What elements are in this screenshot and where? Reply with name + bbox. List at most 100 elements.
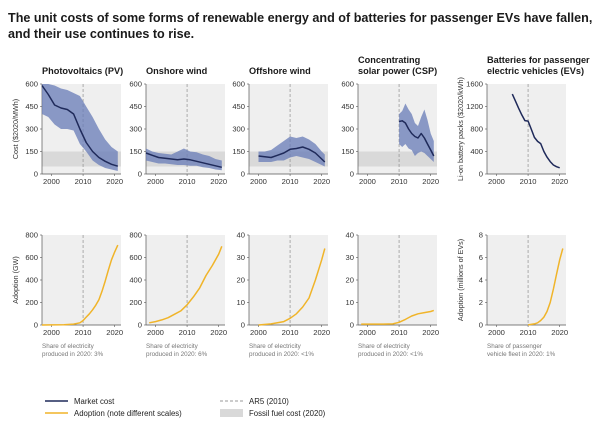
x-tick-label: 2020 (551, 328, 568, 337)
share-note: produced in 2020: <1% (358, 351, 423, 358)
x-tick-label: 2020 (551, 177, 568, 186)
y-tick-label: 450 (232, 102, 245, 111)
cost-uncertainty-band (399, 103, 434, 162)
panel-bg (146, 235, 225, 325)
y-tick-label: 600 (129, 80, 142, 89)
y-tick-label: 400 (25, 276, 38, 285)
panel-csp-adoption: 0 10 20 30 40 2000 2010 2020 Share of electricit… (346, 231, 440, 358)
y-tick-label: 40 (346, 231, 354, 240)
panel-title: solar power (CSP) (358, 66, 437, 76)
x-tick-label: 2010 (391, 177, 408, 186)
adoption-line (258, 248, 326, 326)
legend: Market cost Adoption (note different sca… (45, 397, 326, 418)
y-tick-label: 0 (350, 170, 354, 179)
legend-ar5-label: AR5 (2010) (249, 397, 289, 406)
y-tick-label: 150 (341, 147, 354, 156)
y-tick-label: 0 (241, 170, 245, 179)
x-tick-label: 2020 (106, 177, 123, 186)
panel-pv-cost: 0 150 300 450 600 2000 2010 2020 Photovoltaics (… (11, 66, 123, 186)
y-tick-label: 0 (350, 321, 354, 330)
market-cost-line (145, 152, 222, 169)
x-tick-label: 2000 (250, 328, 267, 337)
y-tick-label: 0 (138, 170, 142, 179)
share-note: Share of electricity (42, 343, 95, 350)
market-cost-line (398, 120, 435, 157)
share-note: produced in 2020: 3% (42, 351, 104, 358)
x-tick-label: 2010 (179, 177, 196, 186)
y-tick-label: 150 (232, 147, 245, 156)
y-tick-label: 600 (129, 253, 142, 262)
panel-offshore-adoption: 0 10 20 30 40 2000 2010 2020 Share of electricit… (237, 231, 331, 358)
panel-bg (358, 235, 437, 325)
y-tick-label: 600 (25, 80, 38, 89)
y-tick-label: 10 (237, 298, 245, 307)
x-tick-label: 2010 (75, 177, 92, 186)
fossil-fuel-band (358, 151, 437, 167)
y-axis-label: Adoption (millions of EVs) (456, 239, 465, 321)
y-tick-label: 4 (479, 276, 483, 285)
share-note: produced in 2020: <1% (249, 351, 314, 358)
y-tick-label: 40 (237, 231, 245, 240)
y-tick-label: 300 (341, 125, 354, 134)
panel-title: electric vehicles (EVs) (487, 66, 584, 76)
y-tick-label: 450 (129, 102, 142, 111)
y-tick-label: 0 (241, 321, 245, 330)
panel-wind-cost: 0 150 300 450 600 2000 2010 2020 Onshore wind (129, 66, 227, 186)
y-tick-label: 6 (479, 253, 483, 262)
figure-title-line-2: and their use continues to rise. (8, 27, 194, 41)
x-tick-label: 2020 (210, 177, 227, 186)
x-tick-label: 2020 (313, 177, 330, 186)
share-note: Share of electricity (146, 343, 199, 350)
share-note: Share of electricity (249, 343, 302, 350)
panel-bg (487, 235, 566, 325)
y-axis-label: Adoption (GW) (11, 256, 20, 304)
y-tick-label: 400 (470, 147, 483, 156)
panel-title: Batteries for passenger (487, 55, 590, 65)
panel-title: Offshore wind (249, 66, 311, 76)
y-tick-label: 150 (129, 147, 142, 156)
panel-title: Onshore wind (146, 66, 207, 76)
y-tick-label: 0 (34, 321, 38, 330)
market-cost-line (511, 93, 560, 169)
y-tick-label: 300 (25, 125, 38, 134)
panel-offshore-cost: 0 150 300 450 600 2000 2010 2020 Offshore wind (232, 66, 330, 186)
y-tick-label: 8 (479, 231, 483, 240)
x-tick-label: 2020 (313, 328, 330, 337)
figure-title-line-1: The unit costs of some forms of renewabl… (8, 11, 592, 25)
y-tick-label: 200 (129, 298, 142, 307)
y-tick-label: 1200 (466, 102, 483, 111)
x-tick-label: 2020 (106, 328, 123, 337)
y-tick-label: 150 (25, 147, 38, 156)
y-tick-label: 400 (129, 276, 142, 285)
x-tick-label: 2000 (250, 177, 267, 186)
panel-pv-adoption: 0 200 400 600 800 2000 2010 2020 Adoption (GW) Sh… (11, 231, 123, 358)
share-note: vehicle fleet in 2020: 1% (487, 351, 556, 358)
y-tick-label: 200 (25, 298, 38, 307)
legend-fossil-swatch (220, 409, 243, 417)
adoption-line (149, 246, 223, 324)
x-tick-label: 2000 (359, 177, 376, 186)
y-tick-label: 0 (479, 170, 483, 179)
y-tick-label: 0 (34, 170, 38, 179)
adoption-line (361, 309, 435, 325)
panel-title: Photovoltaics (PV) (42, 66, 123, 76)
y-tick-label: 30 (237, 253, 245, 262)
y-tick-label: 600 (232, 80, 245, 89)
x-tick-label: 2000 (43, 328, 60, 337)
x-tick-label: 2010 (391, 328, 408, 337)
x-tick-label: 2000 (147, 177, 164, 186)
x-tick-label: 2000 (488, 328, 505, 337)
x-tick-label: 2000 (147, 328, 164, 337)
legend-adoption-label: Adoption (note different scales) (74, 409, 182, 418)
share-note: Share of passenger (487, 343, 542, 350)
x-tick-label: 2000 (43, 177, 60, 186)
x-tick-label: 2020 (210, 328, 227, 337)
x-tick-label: 2000 (359, 328, 376, 337)
y-tick-label: 450 (341, 102, 354, 111)
y-tick-label: 800 (470, 125, 483, 134)
x-tick-label: 2020 (422, 177, 439, 186)
y-tick-label: 0 (138, 321, 142, 330)
market-cost-line (258, 146, 326, 163)
